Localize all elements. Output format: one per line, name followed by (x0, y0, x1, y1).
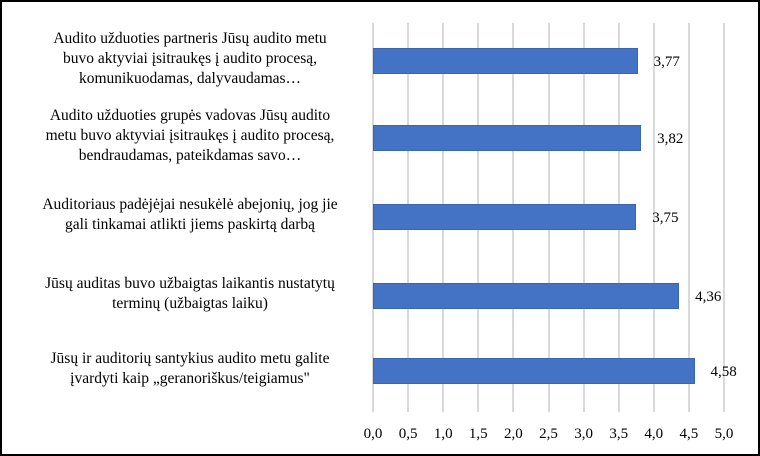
category-label-line: Audito užduoties partneris Jūsų audito m… (53, 30, 327, 47)
data-label: 3,75 (652, 210, 679, 226)
x-tick-label: 2,0 (504, 426, 523, 442)
data-label: 4,36 (695, 289, 722, 305)
x-tick-label: 4,0 (644, 426, 664, 442)
data-label: 4,58 (710, 364, 737, 380)
category-label-line: bendraudamas, pateikdamas savo… (78, 147, 302, 164)
category-label-line: Jūsų ir auditorių santykius audito metu … (50, 350, 330, 367)
gridline (652, 23, 655, 412)
bar (373, 358, 695, 384)
data-label: 3,82 (657, 131, 684, 147)
category-label: Audito užduoties grupės vadovas Jūsų aud… (8, 106, 372, 166)
x-tick-label: 1,0 (433, 426, 453, 442)
x-tick-label: 3,0 (574, 426, 593, 442)
x-tick-label: 5,0 (714, 426, 734, 442)
x-tick-label: 2,5 (539, 426, 558, 442)
category-label: Audito užduoties partneris Jūsų audito m… (8, 29, 372, 89)
category-label: Jūsų auditas buvo užbaigtas laikantis nu… (8, 274, 372, 314)
category-label: Jūsų ir auditorių santykius audito metu … (8, 349, 372, 389)
gridline (723, 23, 725, 412)
category-label: Auditoriaus padėjėjai nesukėlė abejonių,… (8, 195, 372, 235)
category-label-line: buvo aktyviai įsitraukęs į audito proces… (63, 50, 317, 67)
category-label-line: Jūsų auditas buvo užbaigtas laikantis nu… (45, 275, 335, 292)
category-label-line: įvardyti kaip „geranoriškus/teigiamus" (70, 370, 310, 387)
x-tick-label: 0,5 (398, 426, 418, 442)
bar (373, 125, 642, 151)
x-tick-label: 0,0 (363, 426, 383, 442)
category-label-line: terminų (užbaigtas laiku) (112, 295, 268, 312)
x-tick-label: 3,5 (609, 426, 629, 442)
category-label-line: metu buvo aktyviai įsitraukęs į audito p… (45, 127, 335, 144)
x-tick-label: 1,5 (468, 426, 488, 442)
category-label-line: komunikuodamas, dalyvaudamas… (78, 70, 302, 87)
gridline (687, 23, 690, 412)
category-label-line: Auditoriaus padėjėjai nesukėlė abejonių,… (42, 196, 338, 213)
data-label: 3,77 (653, 54, 680, 70)
bar (373, 204, 637, 230)
bar (373, 283, 680, 309)
x-tick-label: 4,5 (679, 426, 699, 442)
bar (373, 48, 638, 74)
category-label-line: Audito užduoties grupės vadovas Jūsų aud… (49, 107, 331, 124)
category-label-line: gali tinkamai atlikti jiems paskirtą dar… (64, 216, 316, 233)
